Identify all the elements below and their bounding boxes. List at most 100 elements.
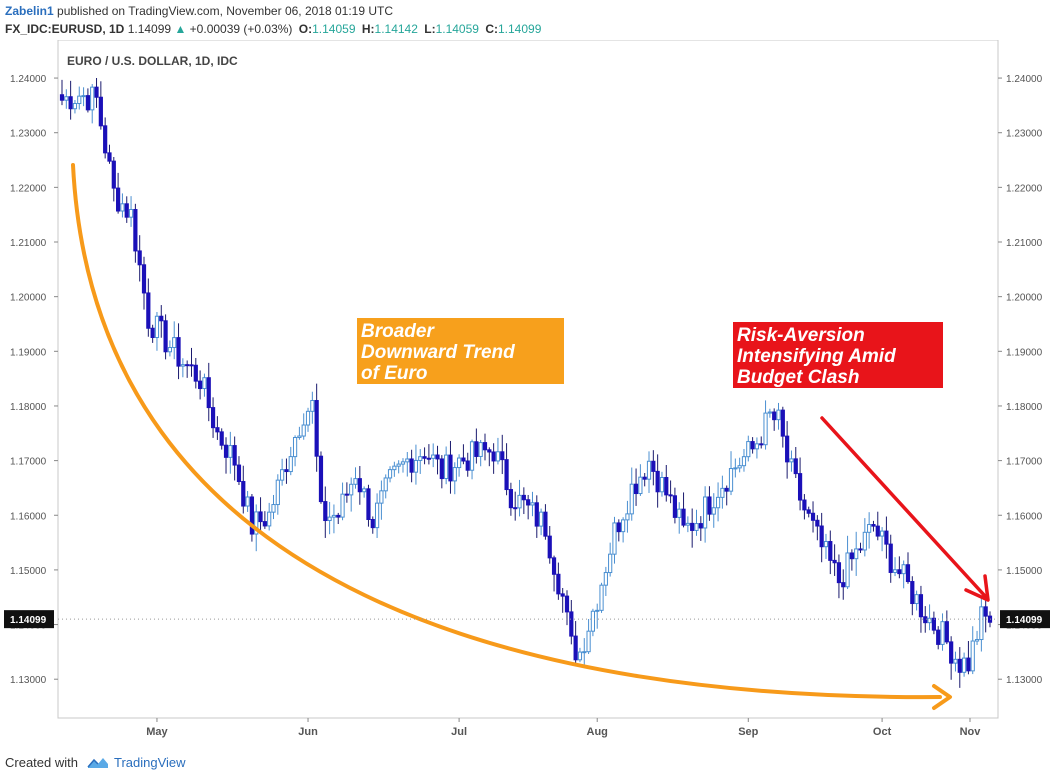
bull-candle	[577, 651, 583, 661]
bull-candle	[970, 640, 975, 672]
trend-annotation-box	[357, 318, 564, 384]
y-tick-label-left: 1.17000	[10, 457, 47, 468]
bear-candle	[936, 629, 941, 645]
bear-candle	[534, 502, 539, 527]
symbol-label: FX_IDC:EURUSD, 1D	[5, 22, 125, 36]
bear-candle	[223, 444, 229, 458]
bear-candle	[841, 582, 846, 588]
bull-candle	[400, 461, 406, 465]
annotation-line: Budget Clash	[737, 367, 859, 388]
bear-candle	[655, 470, 660, 493]
bull-candle	[418, 456, 423, 461]
bear-candle	[810, 512, 816, 521]
annotation-line: Downward Trend	[361, 342, 515, 363]
bear-candle	[642, 476, 647, 480]
bull-candle	[288, 456, 293, 473]
bear-candle	[435, 454, 440, 460]
bear-candle	[465, 460, 470, 471]
bull-candle	[64, 96, 69, 101]
bear-candle	[931, 617, 936, 631]
bull-candle	[741, 456, 747, 467]
bull-candle	[167, 347, 173, 353]
bear-candle	[504, 459, 509, 491]
bear-candle	[482, 442, 488, 451]
bear-candle	[241, 481, 246, 507]
bull-candle	[254, 511, 259, 535]
bear-candle	[547, 535, 552, 559]
bear-candle	[111, 160, 116, 189]
bear-candle	[59, 94, 65, 101]
bull-candle	[90, 86, 95, 111]
chart-title: EURO / U.S. DOLLAR, 1D, IDC	[67, 54, 238, 68]
y-tick-label-left: 1.18000	[10, 402, 47, 413]
bull-candle	[854, 548, 859, 560]
bull-candle	[789, 458, 794, 463]
bear-candle	[146, 292, 151, 329]
bear-candle	[141, 264, 147, 294]
bear-candle	[137, 250, 142, 266]
bear-candle	[793, 458, 798, 475]
x-tick-label: Oct	[873, 726, 892, 738]
publish-line: Zabelin1 published on TradingView.com, N…	[5, 4, 393, 18]
price-change: +0.00039 (+0.03%)	[189, 22, 293, 36]
bear-candle	[94, 86, 99, 98]
bear-candle	[210, 407, 216, 429]
annotation-line: of Euro	[361, 363, 428, 384]
last-price: 1.14099	[127, 22, 172, 36]
bear-candle	[815, 519, 820, 527]
y-tick-label-left: 1.15000	[10, 566, 47, 577]
bear-candle	[236, 464, 242, 483]
price-chart[interactable]: EURO / U.S. DOLLAR, 1D, IDC 1.24000 1.230…	[0, 40, 1056, 752]
y-tick-label-right: 1.20000	[1006, 293, 1043, 304]
bear-candle	[797, 473, 803, 501]
bear-candle	[116, 187, 121, 212]
bear-candle	[124, 203, 129, 218]
bull-candle	[599, 584, 604, 611]
bear-candle	[910, 581, 915, 605]
bull-candle	[979, 606, 984, 641]
bear-candle	[176, 337, 181, 367]
bear-candle	[461, 457, 466, 462]
tradingview-link[interactable]: TradingView	[86, 755, 186, 770]
downtrend-curve-arrow	[71, 163, 942, 700]
y-tick-label-left: 1.23000	[10, 129, 47, 140]
bull-candle	[431, 454, 436, 459]
y-axis-right: 1.24000 1.23000 1.22000 1.21000 1.20000 1.190…	[998, 74, 1043, 686]
x-tick-label: Nov	[960, 726, 982, 738]
bear-candle	[836, 562, 842, 584]
bear-candle	[318, 455, 324, 503]
bear-candle	[323, 501, 328, 522]
open-value: 1.14059	[312, 22, 356, 36]
y-tick-label-right: 1.23000	[1006, 129, 1043, 140]
bull-candle	[305, 410, 311, 426]
bull-candle	[310, 400, 315, 412]
high-value: 1.14142	[374, 22, 418, 36]
bear-candle	[668, 494, 673, 497]
bull-candle	[625, 513, 630, 521]
bear-candle	[681, 508, 686, 526]
bull-candle	[396, 463, 401, 467]
bear-candle	[690, 522, 695, 531]
x-tick-label: Jun	[298, 726, 318, 738]
bear-candle	[858, 548, 863, 551]
bear-candle	[875, 525, 880, 537]
bull-candle	[379, 490, 384, 504]
bear-candle	[215, 427, 220, 433]
bear-candle	[409, 458, 414, 473]
author-link[interactable]: Zabelin1	[5, 4, 54, 18]
y-tick-label-right: 1.19000	[1006, 347, 1043, 358]
bull-candle	[914, 594, 919, 605]
bull-candle	[703, 496, 708, 529]
y-tick-label-left: 1.19000	[10, 347, 47, 358]
bear-candle	[983, 606, 988, 617]
bear-candle	[633, 483, 639, 495]
created-with-text: Created with	[5, 755, 78, 770]
bull-candle	[362, 488, 367, 493]
bull-candle	[469, 441, 475, 471]
bear-candle	[189, 364, 194, 367]
close-label: C:	[485, 22, 498, 36]
bear-candle	[871, 524, 876, 527]
bull-candle	[590, 610, 596, 632]
bear-candle	[897, 569, 902, 575]
bull-candle	[327, 516, 332, 522]
